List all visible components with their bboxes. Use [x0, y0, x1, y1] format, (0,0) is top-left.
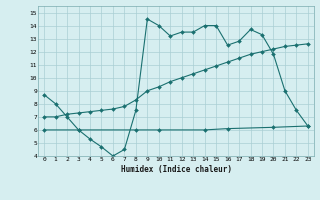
- X-axis label: Humidex (Indice chaleur): Humidex (Indice chaleur): [121, 165, 231, 174]
